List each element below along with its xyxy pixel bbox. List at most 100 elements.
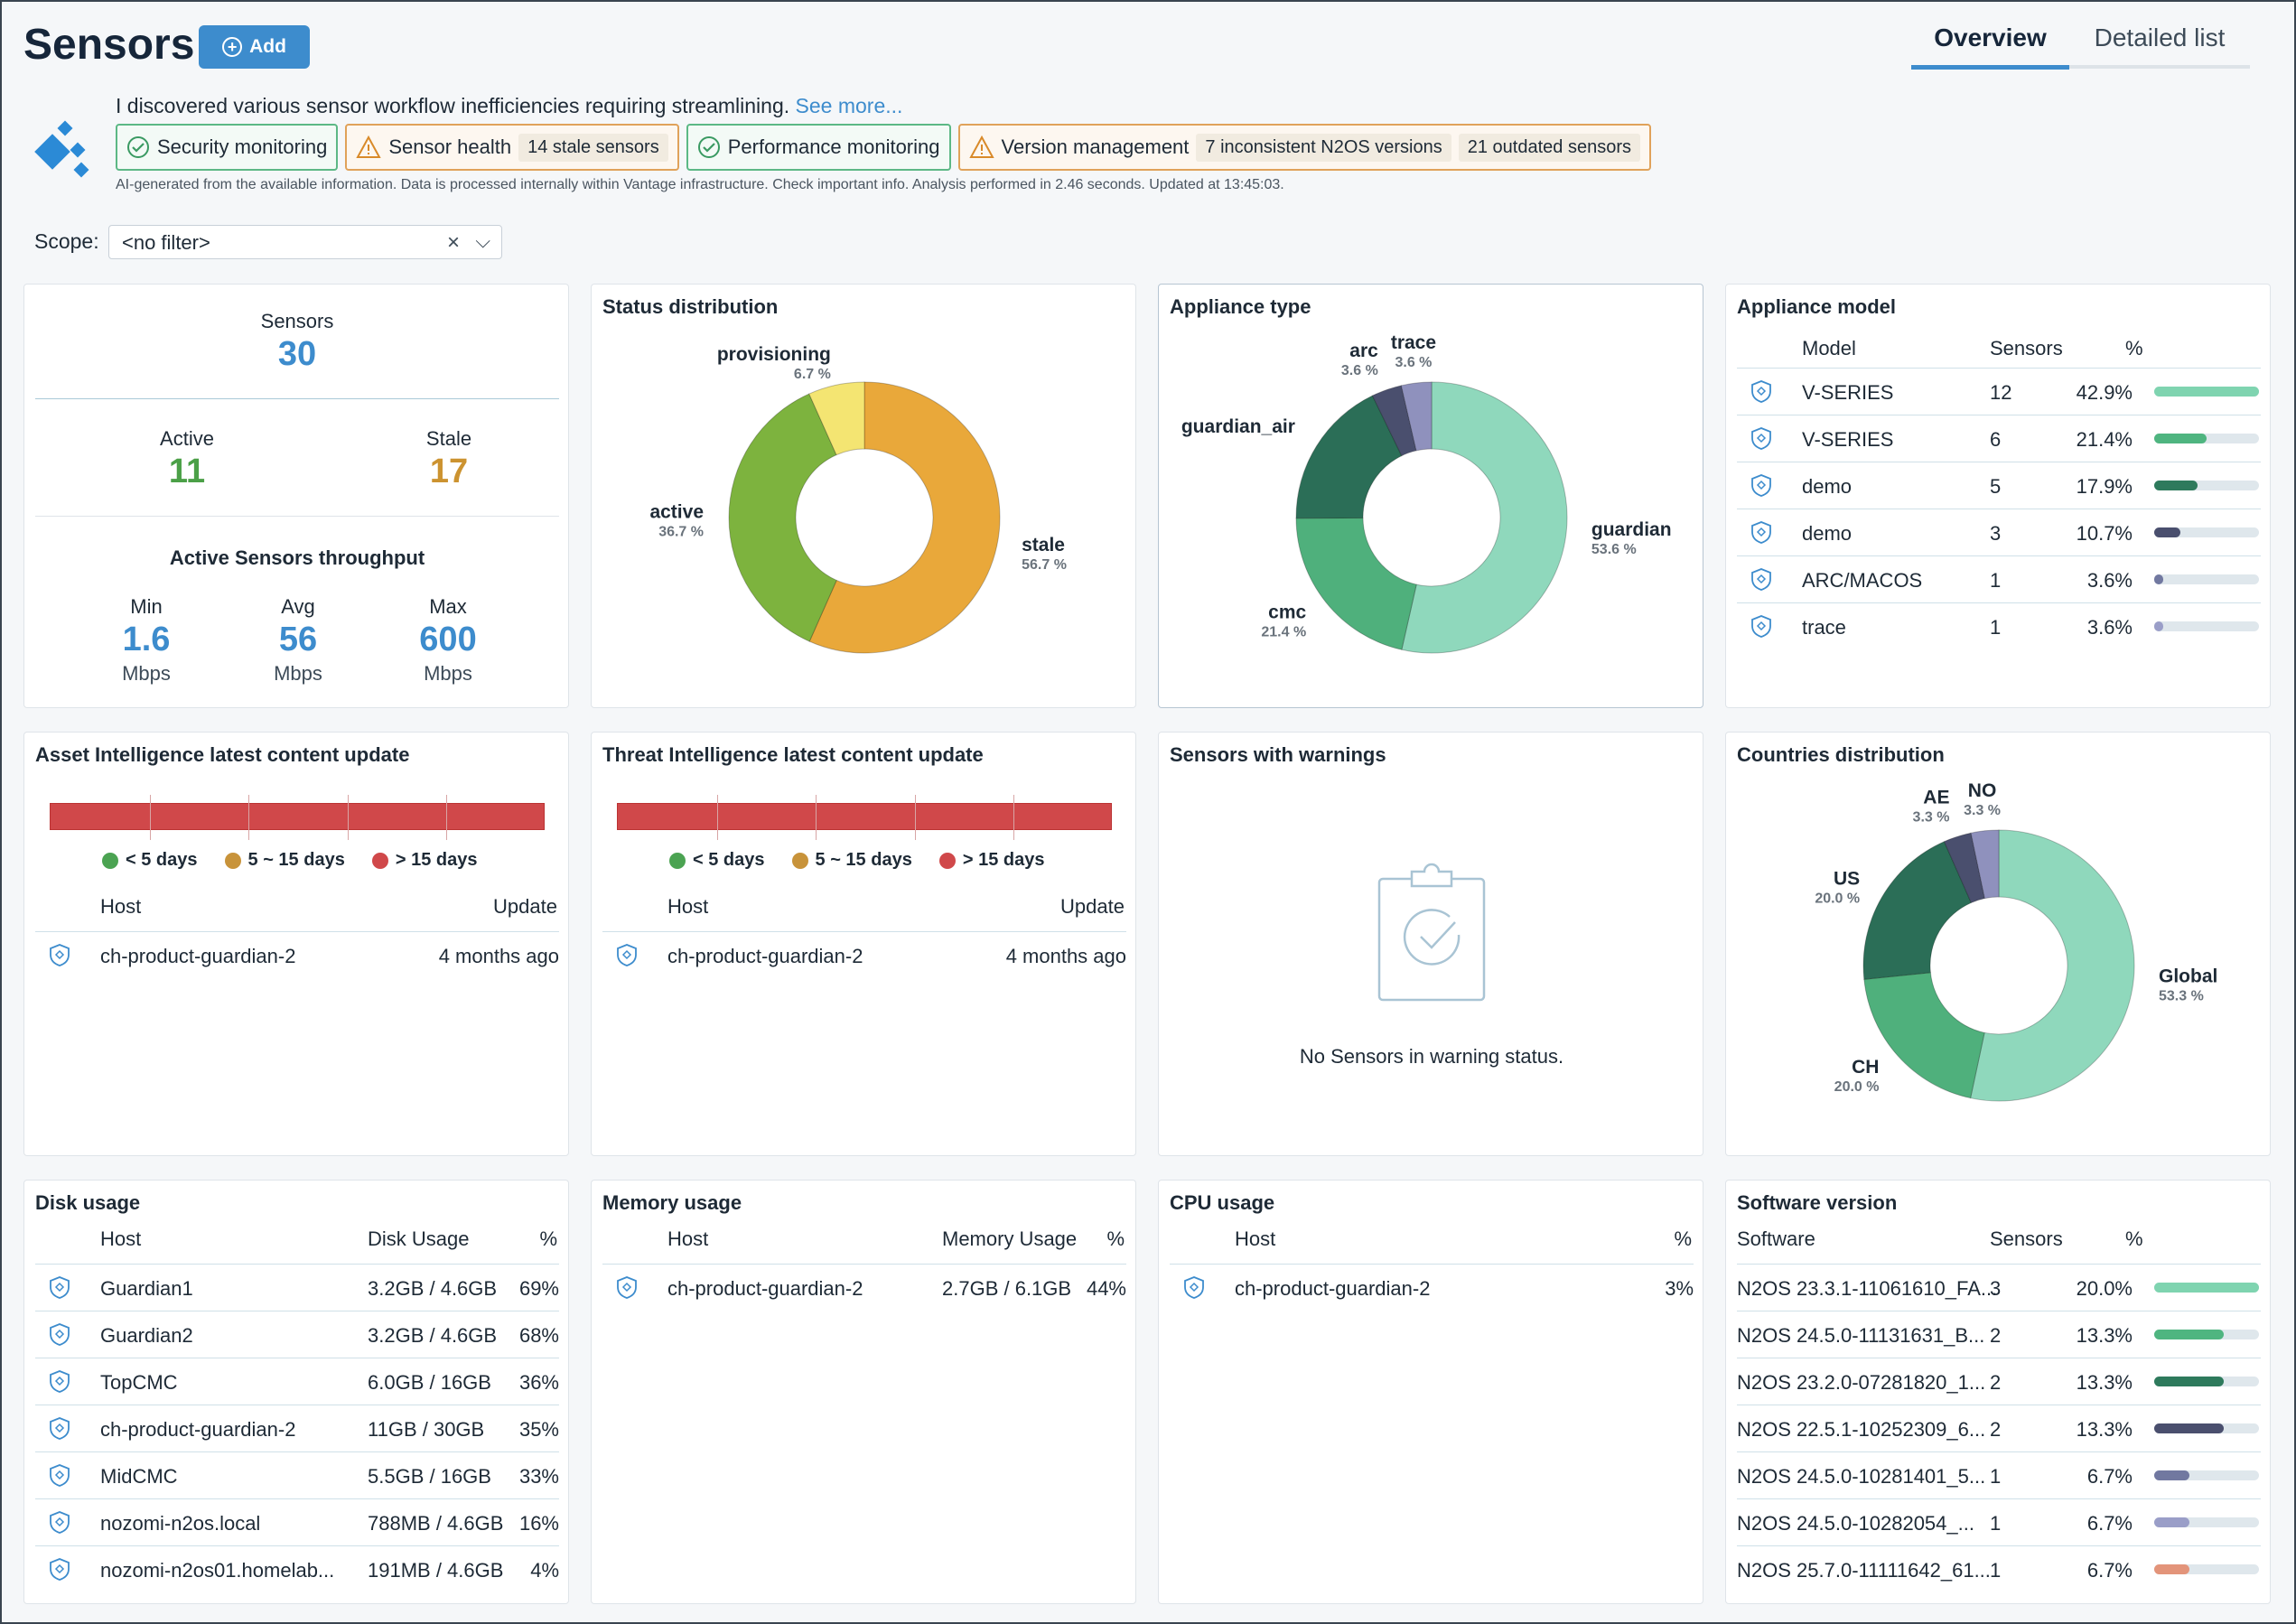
table-row[interactable]: ARC/MACOS 1 3.6%	[1737, 555, 2261, 601]
host: ch-product-guardian-2	[100, 945, 296, 967]
page-title: Sensors	[23, 21, 195, 69]
table-row[interactable]: ch-product-guardian-2 3%	[1170, 1264, 1694, 1309]
slice-label: active	[649, 501, 704, 522]
clear-icon[interactable]: ×	[446, 230, 460, 255]
table-row[interactable]: ch-product-guardian-2 11GB / 30GB 35%	[35, 1405, 559, 1450]
col-pct: %	[2125, 337, 2143, 359]
chip-security-monitoring[interactable]: Security monitoring	[116, 124, 339, 171]
table-row[interactable]: N2OS 23.3.1-11061610_FA... 3 20.0%	[1737, 1264, 2261, 1309]
col-pct: %	[539, 1227, 557, 1250]
table-row[interactable]: nozomi-n2os.local 788MB / 4.6GB 16%	[35, 1498, 559, 1544]
sensors: 3	[1990, 522, 2002, 545]
table-row[interactable]: ch-product-guardian-2 2.7GB / 6.1GB 44%	[602, 1264, 1126, 1309]
software: N2OS 25.7.0-11111642_61...	[1737, 1559, 1991, 1582]
software: N2OS 24.5.0-11131631_B...	[1737, 1324, 1985, 1347]
pulse-icon	[1751, 615, 1771, 638]
slice-AE[interactable]	[1943, 832, 1985, 904]
table-row[interactable]: demo 5 17.9%	[1737, 462, 2261, 507]
table-row[interactable]: Guardian2 3.2GB / 4.6GB 68%	[35, 1311, 559, 1356]
shield-icon	[1184, 1276, 1204, 1299]
share-bar	[2154, 527, 2259, 537]
panel-title: Appliance model	[1737, 295, 1897, 318]
slice-US[interactable]	[1862, 841, 1973, 980]
sensors-with-warnings-panel: Sensors with warnings No Sensors in warn…	[1158, 732, 1703, 1156]
table-row[interactable]: N2OS 24.5.0-10281401_5... 1 6.7%	[1737, 1451, 2261, 1497]
table-row[interactable]: N2OS 22.5.1-10252309_6... 2 13.3%	[1737, 1405, 2261, 1450]
max-value: 600	[419, 621, 477, 658]
col-memory-usage: Memory Usage	[942, 1227, 1078, 1250]
chip-count: 7 inconsistent N2OS versions	[1196, 133, 1451, 162]
pct: 13.3%	[2076, 1371, 2133, 1394]
shield-icon	[50, 1417, 70, 1440]
ai-insight-message: I discovered various sensor workflow ine…	[116, 94, 902, 118]
tab-overview[interactable]: Overview	[1911, 23, 2069, 70]
table-row[interactable]: ch-product-guardian-2 4 months ago	[35, 931, 559, 976]
table-row[interactable]: V-SERIES 12 42.9%	[1737, 368, 2261, 413]
sensors: 12	[1990, 381, 2012, 404]
table-row[interactable]: MidCMC 5.5GB / 16GB 33%	[35, 1451, 559, 1497]
col-update: Update	[1060, 895, 1125, 918]
slice-label: guardian	[1591, 519, 1672, 540]
legend-item: 5 ~ 15 days	[224, 850, 345, 871]
sensors: 1	[1990, 1559, 2002, 1582]
chevron-down-icon[interactable]: ⌵	[475, 229, 490, 252]
col-host: Host	[667, 895, 709, 918]
host: Guardian1	[100, 1277, 193, 1300]
status-donut-chart: stale 56.7 % active 36.7 % provisioning 6.7 %	[649, 344, 1067, 654]
slice-trace[interactable]	[1400, 381, 1433, 452]
table-row[interactable]: Guardian1 3.2GB / 4.6GB 69%	[35, 1264, 559, 1309]
share-bar	[2154, 1377, 2259, 1386]
table-row[interactable]: N2OS 25.7.0-11111642_61... 1 6.7%	[1737, 1545, 2261, 1591]
sensors: 6	[1990, 428, 2002, 451]
table-row[interactable]: V-SERIES 6 21.4%	[1737, 415, 2261, 460]
slice-label: Global	[2159, 966, 2217, 987]
see-more-link[interactable]: See more...	[795, 94, 903, 117]
pct: 13.3%	[2076, 1418, 2133, 1441]
add-button[interactable]: + Add	[199, 25, 310, 69]
table-row[interactable]: demo 3 10.7%	[1737, 509, 2261, 554]
shield-icon	[50, 1558, 70, 1581]
slice-label: arc	[1349, 341, 1378, 361]
slice-guardian_air[interactable]	[1295, 395, 1403, 519]
pct: 6.7%	[2086, 1512, 2133, 1535]
col-host: Host	[100, 895, 142, 918]
pct: 68%	[518, 1324, 559, 1347]
slice-active[interactable]	[728, 393, 837, 642]
table-row[interactable]: N2OS 24.5.0-10282054_... 1 6.7%	[1737, 1498, 2261, 1544]
tab-detailed-list[interactable]: Detailed list	[2069, 23, 2250, 69]
slice-cmc[interactable]	[1295, 517, 1417, 650]
scope-select[interactable]: <no filter> × ⌵	[108, 225, 502, 259]
slice-stale[interactable]	[808, 381, 1001, 654]
chip-label: Version management	[1001, 135, 1190, 158]
pct: 44%	[1086, 1277, 1126, 1300]
legend-item: > 15 days	[371, 850, 477, 871]
model: trace	[1802, 616, 1846, 639]
pct: 33%	[518, 1465, 559, 1488]
chip-version-management[interactable]: Version management 7 inconsistent N2OS v…	[957, 124, 1651, 171]
slice-CH[interactable]	[1863, 972, 1985, 1099]
min-unit: Mbps	[122, 662, 171, 685]
warning-triangle-icon	[968, 135, 994, 158]
slice-label: stale	[1022, 535, 1065, 555]
table-row[interactable]: nozomi-n2os01.homelab... 191MB / 4.6GB 4%	[35, 1545, 559, 1591]
slice-percent: 53.6 %	[1591, 542, 1637, 557]
table-row[interactable]: ch-product-guardian-2 4 months ago	[602, 931, 1126, 976]
slice-provisioning[interactable]	[808, 381, 865, 456]
chip-performance-monitoring[interactable]: Performance monitoring	[686, 124, 951, 171]
throughput-title: Active Sensors throughput	[169, 546, 425, 569]
slice-label: provisioning	[717, 344, 831, 365]
add-button-label: Add	[249, 36, 286, 57]
share-bar	[2154, 1470, 2259, 1480]
appliance-type-donut-chart: guardian 53.6 % cmc 21.4 % guardian_air arc 3.…	[1181, 332, 1672, 654]
chip-sensor-health[interactable]: Sensor health 14 stale sensors	[345, 124, 679, 171]
sensors-count: 30	[277, 335, 317, 373]
slice-NO[interactable]	[1970, 829, 2000, 900]
table-row[interactable]: N2OS 24.5.0-11131631_B... 2 13.3%	[1737, 1311, 2261, 1356]
slice-guardian[interactable]	[1401, 381, 1568, 654]
slice-Global[interactable]	[1970, 829, 2135, 1102]
table-row[interactable]: N2OS 23.2.0-07281820_1... 2 13.3%	[1737, 1358, 2261, 1403]
table-row[interactable]: TopCMC 6.0GB / 16GB 36%	[35, 1358, 559, 1403]
slice-percent: 3.6 %	[1341, 363, 1378, 378]
table-row[interactable]: trace 1 3.6%	[1737, 602, 2261, 648]
slice-arc[interactable]	[1371, 385, 1417, 457]
